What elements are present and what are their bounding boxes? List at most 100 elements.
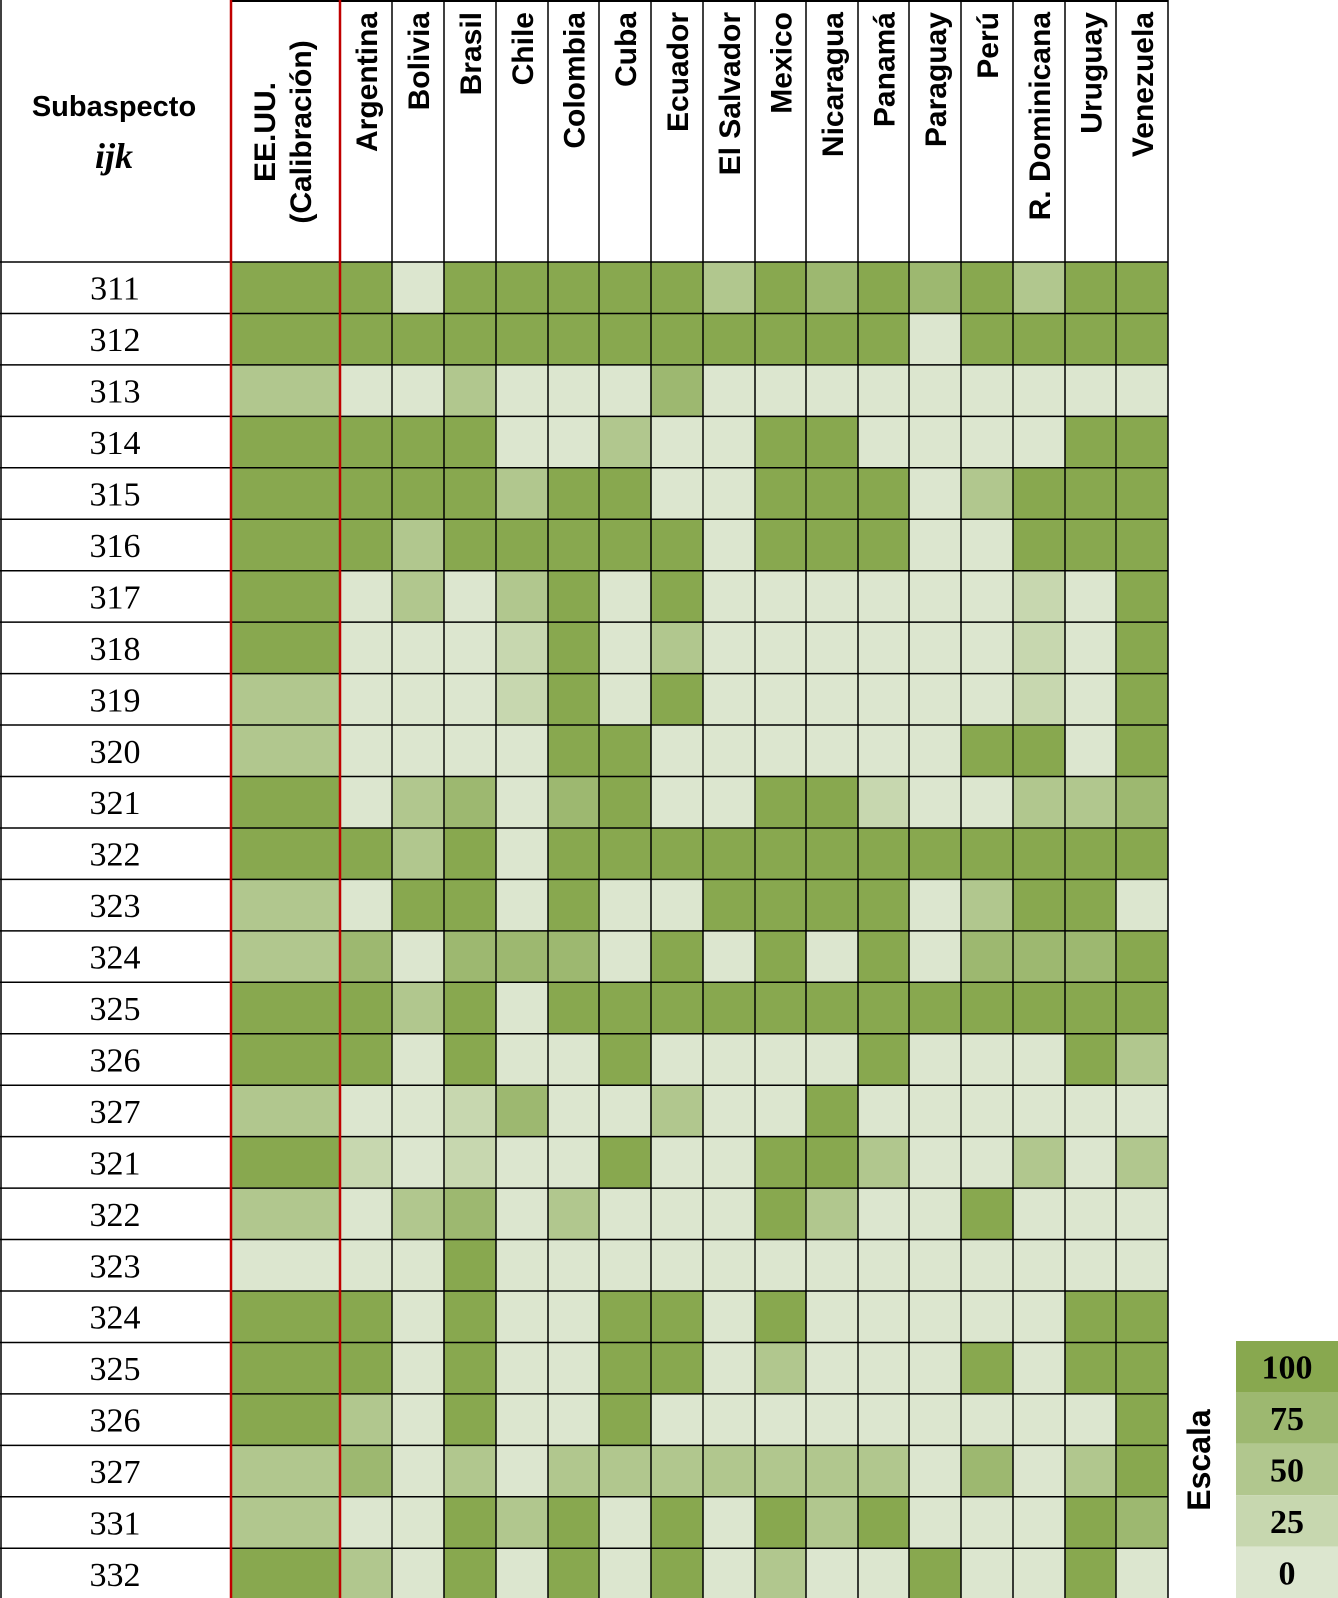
column-header: Panamá bbox=[869, 12, 902, 127]
heatmap-cell-r12-c8 bbox=[651, 827, 703, 880]
heatmap-cell-r15-c10 bbox=[755, 982, 806, 1034]
heatmap-cell-r16-c5 bbox=[496, 1033, 548, 1086]
heatmap-cell-r22-c12 bbox=[858, 1342, 909, 1394]
heatmap-cell-r21-c14 bbox=[961, 1291, 1013, 1343]
heatmap-cell-r26-c14 bbox=[961, 1548, 1013, 1598]
heatmap-cell-r20-c7 bbox=[599, 1239, 651, 1291]
heatmap-cell-r6-c13 bbox=[909, 519, 961, 571]
heatmap-cell-r9-c12 bbox=[858, 673, 909, 726]
heatmap-cell-r13-c17 bbox=[1116, 879, 1168, 931]
heatmap-cell-r9-c15 bbox=[1013, 673, 1065, 726]
heatmap-cell-r11-c17 bbox=[1116, 776, 1168, 828]
heatmap-cell-r18-c9 bbox=[703, 1136, 755, 1189]
heatmap-cell-r19-c8 bbox=[651, 1188, 703, 1240]
heatmap-cell-r5-c4 bbox=[444, 467, 496, 520]
heatmap-cell-r12-c4 bbox=[444, 827, 496, 880]
heatmap-cell-r20-c13 bbox=[909, 1239, 961, 1291]
heatmap-cell-r24-c4 bbox=[444, 1445, 496, 1497]
heatmap-cell-r6-c15 bbox=[1013, 519, 1065, 571]
heatmap-cell-r11-c12 bbox=[858, 776, 909, 828]
heatmap-cell-r26-c2 bbox=[340, 1548, 392, 1598]
heatmap-cell-r5-c11 bbox=[806, 467, 858, 520]
heatmap-cell-r18-c7 bbox=[599, 1136, 651, 1189]
heatmap-cell-r10-c6 bbox=[548, 725, 599, 777]
heatmap-cell-r4-c13 bbox=[909, 416, 961, 468]
heatmap-cell-r4-c12 bbox=[858, 416, 909, 468]
heatmap-cell-r1-c11 bbox=[806, 262, 858, 314]
heatmap-cell-r10-c4 bbox=[444, 725, 496, 777]
heatmap-cell-r4-c6 bbox=[548, 416, 599, 468]
heatmap-cell-r25-c5 bbox=[496, 1496, 548, 1549]
heatmap-cell-r7-c11 bbox=[806, 570, 858, 623]
heatmap-cell-r11-c15 bbox=[1013, 776, 1065, 828]
heatmap-cell-r20-c12 bbox=[858, 1239, 909, 1291]
heatmap-cell-r19-c6 bbox=[548, 1188, 599, 1240]
heatmap-cell-r26-c15 bbox=[1013, 1548, 1065, 1598]
heatmap-cell-r24-c16 bbox=[1065, 1445, 1116, 1497]
heatmap-cell-r11-c10 bbox=[755, 776, 806, 828]
heatmap-cell-r18-c5 bbox=[496, 1136, 548, 1189]
heatmap-cell-r18-c4 bbox=[444, 1136, 496, 1189]
scale-label: 75 bbox=[1270, 1401, 1304, 1438]
heatmap-cell-r6-c14 bbox=[961, 519, 1013, 571]
heatmap-cell-r22-c4 bbox=[444, 1342, 496, 1394]
heatmap-cell-r19-c13 bbox=[909, 1188, 961, 1240]
heatmap-cell-r9-c14 bbox=[961, 673, 1013, 726]
heatmap-cell-r23-c6 bbox=[548, 1393, 599, 1446]
row-label: 324 bbox=[90, 1300, 141, 1337]
heatmap-cell-r24-c2 bbox=[340, 1445, 392, 1497]
heatmap-cell-r19-c3 bbox=[392, 1188, 444, 1240]
scale-label: 0 bbox=[1279, 1555, 1296, 1592]
heatmap-cell-r17-c15 bbox=[1013, 1085, 1065, 1137]
heatmap-cell-r21-c4 bbox=[444, 1291, 496, 1343]
heatmap-cell-r5-c2 bbox=[340, 467, 392, 520]
heatmap-cell-r15-c6 bbox=[548, 982, 599, 1034]
heatmap-cell-r19-c2 bbox=[340, 1188, 392, 1240]
heatmap-cell-r14-c14 bbox=[961, 930, 1013, 983]
heatmap-cell-r16-c17 bbox=[1116, 1033, 1168, 1086]
heatmap-cell-r22-c7 bbox=[599, 1342, 651, 1394]
heatmap-cell-r2-c5 bbox=[496, 313, 548, 365]
scale-swatch bbox=[1236, 1495, 1338, 1547]
heatmap-cell-r6-c11 bbox=[806, 519, 858, 571]
heatmap-cell-r1-c8 bbox=[651, 262, 703, 314]
row-label: 323 bbox=[90, 888, 141, 925]
heatmap-cell-r17-c13 bbox=[909, 1085, 961, 1137]
heatmap-cell-r20-c8 bbox=[651, 1239, 703, 1291]
heatmap-cell-r6-c12 bbox=[858, 519, 909, 571]
heatmap-cell-r8-c2 bbox=[340, 622, 392, 674]
heatmap-cell-r1-c10 bbox=[755, 262, 806, 314]
heatmap-cell-r25-c12 bbox=[858, 1496, 909, 1549]
heatmap-cell-r2-c6 bbox=[548, 313, 599, 365]
heatmap-cell-r13-c13 bbox=[909, 879, 961, 931]
heatmap-cells bbox=[231, 262, 1168, 1598]
heatmap-cell-r11-c5 bbox=[496, 776, 548, 828]
heatmap-cell-r4-c4 bbox=[444, 416, 496, 468]
heatmap-cell-r10-c5 bbox=[496, 725, 548, 777]
heatmap-cell-r19-c5 bbox=[496, 1188, 548, 1240]
heatmap-cell-r10-c3 bbox=[392, 725, 444, 777]
heatmap-cell-r6-c3 bbox=[392, 519, 444, 571]
row-label: 325 bbox=[90, 991, 141, 1028]
heatmap-cell-r15-c1 bbox=[231, 982, 340, 1034]
row-label: 316 bbox=[90, 528, 141, 565]
heatmap-cell-r23-c10 bbox=[755, 1393, 806, 1446]
heatmap-cell-r12-c9 bbox=[703, 827, 755, 880]
heatmap-cell-r8-c5 bbox=[496, 622, 548, 674]
heatmap-cell-r17-c8 bbox=[651, 1085, 703, 1137]
heatmap-cell-r14-c4 bbox=[444, 930, 496, 983]
heatmap-cell-r2-c16 bbox=[1065, 313, 1116, 365]
heatmap-cell-r21-c6 bbox=[548, 1291, 599, 1343]
heatmap-cell-r9-c17 bbox=[1116, 673, 1168, 726]
heatmap-cell-r14-c15 bbox=[1013, 930, 1065, 983]
heatmap-cell-r10-c15 bbox=[1013, 725, 1065, 777]
heatmap-cell-r21-c2 bbox=[340, 1291, 392, 1343]
heatmap-cell-r15-c17 bbox=[1116, 982, 1168, 1034]
heatmap-cell-r26-c16 bbox=[1065, 1548, 1116, 1598]
scale-label: 50 bbox=[1270, 1453, 1304, 1490]
heatmap-cell-r5-c9 bbox=[703, 467, 755, 520]
scale-title: Escala bbox=[1181, 1409, 1217, 1511]
heatmap-cell-r22-c14 bbox=[961, 1342, 1013, 1394]
heatmap-cell-r17-c10 bbox=[755, 1085, 806, 1137]
heatmap-cell-r18-c14 bbox=[961, 1136, 1013, 1189]
